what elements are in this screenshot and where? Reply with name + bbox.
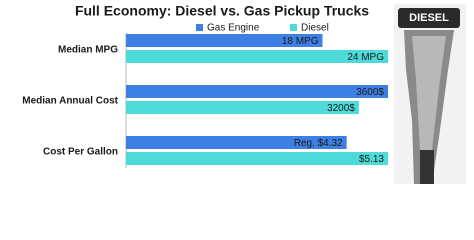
value-label: Reg. $4.32	[294, 138, 343, 149]
category-label: Median MPG	[58, 45, 118, 56]
legend-swatch	[196, 24, 203, 31]
nozzle-highlight	[412, 36, 446, 150]
legend-label: Diesel	[301, 23, 329, 34]
legend-label: Gas Engine	[207, 23, 260, 34]
nozzle-tip	[420, 150, 434, 184]
label-plate	[398, 8, 460, 28]
category-label: Cost Per Gallon	[43, 147, 118, 158]
bar	[126, 136, 347, 149]
value-label: 3600$	[356, 87, 384, 98]
chart: Full Economy: Diesel vs. Gas Pickup Truc…	[22, 3, 466, 184]
bar	[126, 152, 388, 165]
bar	[126, 34, 323, 47]
value-label: $5.13	[359, 154, 384, 165]
image-text: DIESEL	[409, 12, 449, 24]
value-label: 18 MPG	[282, 36, 319, 47]
bar	[126, 101, 359, 114]
value-label: 24 MPG	[347, 52, 384, 63]
category-label: Median Annual Cost	[22, 96, 118, 107]
chart-title: Full Economy: Diesel vs. Gas Pickup Truc…	[75, 3, 369, 19]
bar	[126, 85, 388, 98]
nozzle-image: DIESEL	[394, 4, 466, 184]
value-label: 3200$	[327, 103, 355, 114]
legend-swatch	[290, 24, 297, 31]
bar	[126, 50, 388, 63]
